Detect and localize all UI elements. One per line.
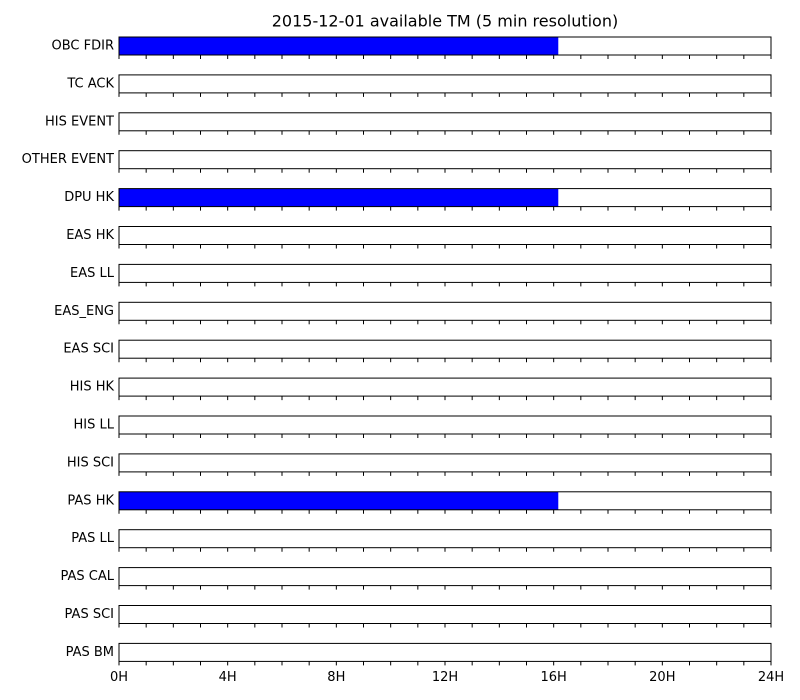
row-frame xyxy=(118,377,772,397)
x-tick-label: 12H xyxy=(432,670,458,685)
row-frame xyxy=(118,74,772,94)
y-tick-label: PAS CAL xyxy=(61,569,115,584)
x-tick-label: 4H xyxy=(219,670,237,685)
row-frame xyxy=(118,301,772,321)
x-tick-label: 16H xyxy=(541,670,567,685)
bar xyxy=(119,188,559,207)
row-frame xyxy=(118,263,772,283)
y-tick-label: PAS SCI xyxy=(65,607,114,622)
y-tick-label: HIS SCI xyxy=(67,455,114,470)
y-tick-label: PAS LL xyxy=(71,531,115,546)
x-tick-label: 0H xyxy=(110,670,128,685)
y-tick-label: EAS SCI xyxy=(63,342,114,357)
y-tick-label: OTHER EVENT xyxy=(22,152,114,167)
x-tick-label: 24H xyxy=(758,670,784,685)
row-frame xyxy=(118,642,772,662)
y-tick-label: PAS HK xyxy=(67,493,114,508)
y-tick-label: EAS LL xyxy=(70,266,115,281)
bar xyxy=(119,491,559,510)
row-frame xyxy=(118,453,772,473)
y-tick-label: EAS HK xyxy=(66,228,114,243)
y-tick-label: PAS BM xyxy=(66,645,114,660)
row-frame xyxy=(118,415,772,435)
bar xyxy=(119,37,559,55)
y-tick-label: EAS_ENG xyxy=(54,304,114,319)
x-tick-label: 8H xyxy=(327,670,345,685)
row-frame xyxy=(118,112,772,132)
x-tick-label: 20H xyxy=(649,670,675,685)
row-frame xyxy=(118,150,772,170)
y-tick-label: OBC FDIR xyxy=(52,39,115,54)
y-tick-label: HIS EVENT xyxy=(45,114,114,129)
row-frame xyxy=(118,529,772,549)
row-frame xyxy=(118,226,772,245)
chart-title: 2015-12-01 available TM (5 min resolutio… xyxy=(272,12,618,31)
row-frame xyxy=(118,567,772,587)
y-tick-label: HIS LL xyxy=(74,418,115,433)
y-tick-label: TC ACK xyxy=(66,76,114,91)
y-tick-label: DPU HK xyxy=(64,190,114,205)
row-frame xyxy=(118,339,772,359)
y-tick-label: HIS HK xyxy=(70,380,115,395)
row-frame xyxy=(118,605,772,624)
